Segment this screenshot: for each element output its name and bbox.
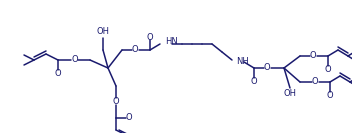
Text: O: O (126, 113, 132, 122)
Text: OH: OH (283, 88, 296, 97)
Text: HN: HN (165, 38, 178, 47)
Text: O: O (147, 32, 153, 41)
Text: O: O (72, 55, 78, 65)
Text: NH: NH (236, 57, 249, 66)
Text: O: O (310, 51, 316, 61)
Text: O: O (312, 78, 318, 86)
Text: O: O (251, 76, 257, 86)
Text: O: O (55, 68, 61, 78)
Text: O: O (264, 63, 270, 72)
Text: O: O (325, 65, 331, 74)
Text: O: O (113, 97, 119, 105)
Text: O: O (327, 90, 333, 99)
Text: OH: OH (96, 28, 109, 36)
Text: O: O (132, 45, 138, 55)
